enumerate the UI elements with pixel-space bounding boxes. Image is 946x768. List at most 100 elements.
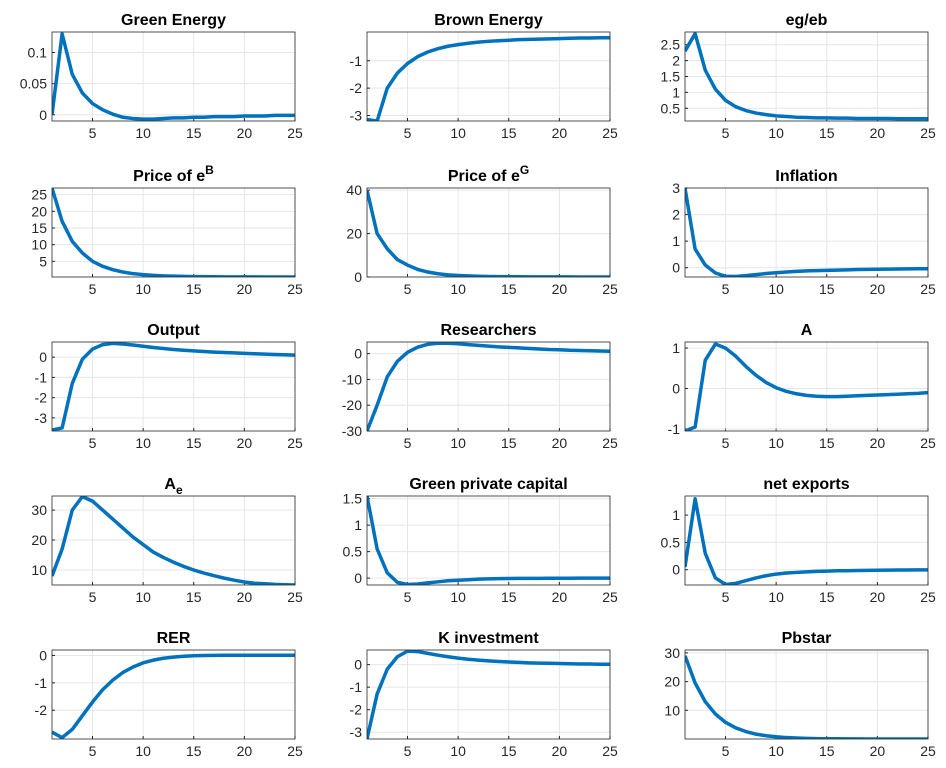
axes-box <box>366 495 611 586</box>
x-tick-label: 5 <box>722 125 730 141</box>
y-tick-label: -2 <box>350 80 363 96</box>
x-tick-label: 5 <box>722 281 730 297</box>
title-superscript: G <box>520 163 529 177</box>
x-tick-label: 5 <box>404 125 412 141</box>
y-tick-label: 20 <box>31 203 47 219</box>
x-tick-label: 15 <box>501 435 517 451</box>
x-tick-label: 10 <box>450 589 466 605</box>
subplot-title: Price of eG <box>448 163 529 185</box>
y-tick-label: 1 <box>672 233 680 249</box>
subplot-title: net exports <box>763 476 849 493</box>
y-tick-label: 0 <box>354 657 362 673</box>
x-tick-label: 5 <box>404 435 412 451</box>
x-tick-label: 5 <box>722 743 730 759</box>
subplot-title: Inflation <box>775 168 837 185</box>
y-tick-label: 10 <box>31 237 47 253</box>
x-tick-label: 5 <box>404 743 412 759</box>
subplot: 5 10 15 20 25 0 0.5 1 net exports <box>661 476 936 605</box>
y-tick-label: -3 <box>350 724 363 740</box>
y-tick-label: 5 <box>39 253 47 269</box>
x-tick-label: 20 <box>870 281 886 297</box>
y-tick-label: 0 <box>672 260 680 276</box>
x-tick-label: 5 <box>89 743 97 759</box>
x-tick-label: 15 <box>819 125 835 141</box>
x-tick-label: 20 <box>552 435 568 451</box>
x-tick-label: 20 <box>237 589 253 605</box>
y-tick-label: 0 <box>354 570 362 586</box>
axes-background <box>52 188 295 277</box>
title-text: Output <box>147 322 200 339</box>
x-tick-label: 15 <box>819 589 835 605</box>
title-text: Green private capital <box>409 476 567 493</box>
data-line <box>367 650 610 739</box>
x-tick-label: 20 <box>870 435 886 451</box>
subplot-title: A <box>801 322 813 339</box>
subplot: 5 10 15 20 25 0 0.05 0.1 Green Energy <box>20 12 303 141</box>
axes-box <box>366 649 611 740</box>
x-tick-label: 5 <box>404 281 412 297</box>
x-tick-label: 20 <box>237 435 253 451</box>
y-tick-label: 10 <box>664 702 680 718</box>
x-tick-label: 10 <box>450 281 466 297</box>
subplot: 5 10 15 20 25 0 1 2 3 Inflation <box>672 168 936 297</box>
y-tick-label: 1.5 <box>661 69 681 85</box>
x-tick-label: 20 <box>870 589 886 605</box>
x-tick-label: 15 <box>501 589 517 605</box>
x-tick-label: 5 <box>89 281 97 297</box>
subplot-title: Ae <box>164 476 183 497</box>
y-tick-label: 40 <box>346 182 362 198</box>
axes-background <box>52 32 295 121</box>
axes-box <box>51 495 296 586</box>
data-line <box>52 32 295 121</box>
x-tick-label: 25 <box>920 281 936 297</box>
x-tick-label: 15 <box>819 743 835 759</box>
subplot-title: Green Energy <box>121 12 226 29</box>
title-text: Inflation <box>775 168 837 185</box>
subplot: 5 10 15 20 25 -1 0 1 A <box>668 322 936 451</box>
data-line <box>367 342 610 431</box>
axes-box <box>684 649 929 740</box>
axes-box <box>51 649 296 740</box>
axes-background <box>685 342 928 431</box>
x-tick-label: 25 <box>602 435 618 451</box>
y-tick-label: 2 <box>672 53 680 69</box>
axes-background <box>367 496 610 585</box>
x-tick-label: 25 <box>287 281 303 297</box>
x-tick-label: 20 <box>552 281 568 297</box>
subplot: 5 10 15 20 25 -30 -20 -10 0 Researchers <box>342 322 618 451</box>
x-tick-label: 25 <box>920 589 936 605</box>
data-line <box>685 188 928 277</box>
title-subscript: e <box>176 483 183 497</box>
y-tick-label: -1 <box>668 421 681 437</box>
y-tick-label: 3 <box>672 180 680 196</box>
y-tick-label: 0.05 <box>20 76 47 92</box>
x-tick-label: 20 <box>237 281 253 297</box>
subplot: 5 10 15 20 25 -3 -2 -1 0 K investment <box>350 630 618 759</box>
x-tick-label: 10 <box>768 435 784 451</box>
x-tick-label: 10 <box>450 125 466 141</box>
data-line <box>367 36 610 121</box>
x-tick-label: 5 <box>89 589 97 605</box>
subplot: 5 10 15 20 25 -3 -2 -1 Brown Energy <box>350 12 618 141</box>
y-tick-label: -2 <box>35 390 48 406</box>
subplot-title: Output <box>147 322 200 339</box>
x-tick-label: 25 <box>920 125 936 141</box>
y-tick-label: 0.5 <box>343 544 363 560</box>
x-tick-label: 15 <box>186 589 202 605</box>
x-tick-label: 5 <box>89 125 97 141</box>
x-tick-label: 15 <box>501 125 517 141</box>
y-tick-label: 30 <box>31 502 47 518</box>
x-tick-label: 10 <box>450 743 466 759</box>
data-line <box>52 342 295 431</box>
axes-box <box>366 341 611 432</box>
title-text: A <box>801 322 813 339</box>
y-tick-label: -2 <box>35 702 48 718</box>
axes-box <box>51 187 296 278</box>
x-tick-label: 15 <box>501 281 517 297</box>
subplot-title: Researchers <box>440 322 536 339</box>
x-tick-label: 25 <box>602 125 618 141</box>
y-tick-label: 0.1 <box>28 45 48 61</box>
axes-background <box>367 32 610 121</box>
y-tick-label: 10 <box>31 562 47 578</box>
x-tick-label: 10 <box>768 125 784 141</box>
